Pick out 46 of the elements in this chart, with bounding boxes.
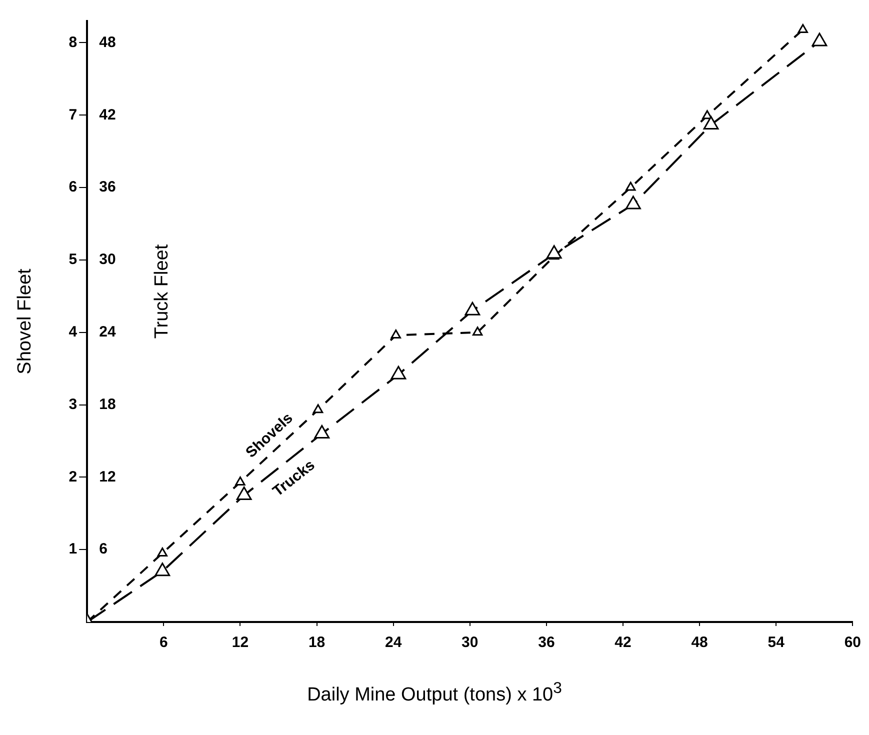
point bbox=[546, 245, 562, 259]
y2-tick-label: 12 bbox=[99, 468, 116, 486]
point bbox=[236, 486, 252, 500]
point bbox=[390, 330, 401, 339]
point bbox=[314, 424, 330, 438]
point bbox=[626, 182, 636, 191]
y-tick-label: 7 bbox=[68, 106, 78, 124]
y-tick-label: 4 bbox=[68, 324, 78, 340]
y-tick-label: 8 bbox=[68, 34, 78, 51]
x-tick-label: 18 bbox=[308, 634, 326, 652]
point bbox=[390, 366, 406, 380]
y2-tick-label: 30 bbox=[99, 251, 116, 268]
point bbox=[235, 476, 246, 486]
point bbox=[626, 196, 641, 210]
point bbox=[157, 547, 168, 556]
x-tick-label: 6 bbox=[160, 634, 168, 652]
point bbox=[812, 32, 828, 46]
x-tick-label: 36 bbox=[538, 634, 555, 652]
y2-tick-label: 18 bbox=[99, 396, 116, 413]
x-tick-label: 54 bbox=[768, 634, 786, 652]
y-axis-title: Shovel Fleet bbox=[14, 268, 36, 374]
x-tick-label: 60 bbox=[844, 634, 861, 652]
x-tick-label: 12 bbox=[232, 634, 249, 652]
y2-tick-label: 36 bbox=[99, 178, 116, 196]
y2-tick-label: 48 bbox=[99, 34, 116, 51]
y-tick-label: 3 bbox=[68, 396, 78, 413]
y-tick-label: 1 bbox=[68, 540, 78, 558]
y-tick-label: 6 bbox=[68, 178, 78, 196]
point bbox=[312, 404, 324, 414]
x-tick-label: 30 bbox=[462, 634, 478, 652]
point bbox=[154, 562, 170, 576]
y-tick-label: 5 bbox=[68, 251, 78, 268]
point bbox=[702, 110, 712, 120]
x-tick-label: 24 bbox=[385, 634, 402, 652]
y-tick-label: 2 bbox=[68, 468, 78, 486]
x-axis-title: Daily Mine Output (tons) x 10$^{3}$ bbox=[306, 680, 563, 706]
point bbox=[464, 302, 480, 316]
y2-tick-label: 6 bbox=[99, 540, 108, 558]
y2-tick-label: 24 bbox=[99, 324, 116, 340]
point bbox=[472, 326, 483, 336]
y2-tick-label: 42 bbox=[99, 106, 116, 124]
x-tick-label: 42 bbox=[614, 634, 632, 652]
y2-axis-title: Truck Fleet bbox=[151, 244, 172, 339]
point bbox=[703, 116, 719, 130]
x-tick-label: 48 bbox=[691, 634, 708, 652]
point bbox=[798, 24, 808, 33]
